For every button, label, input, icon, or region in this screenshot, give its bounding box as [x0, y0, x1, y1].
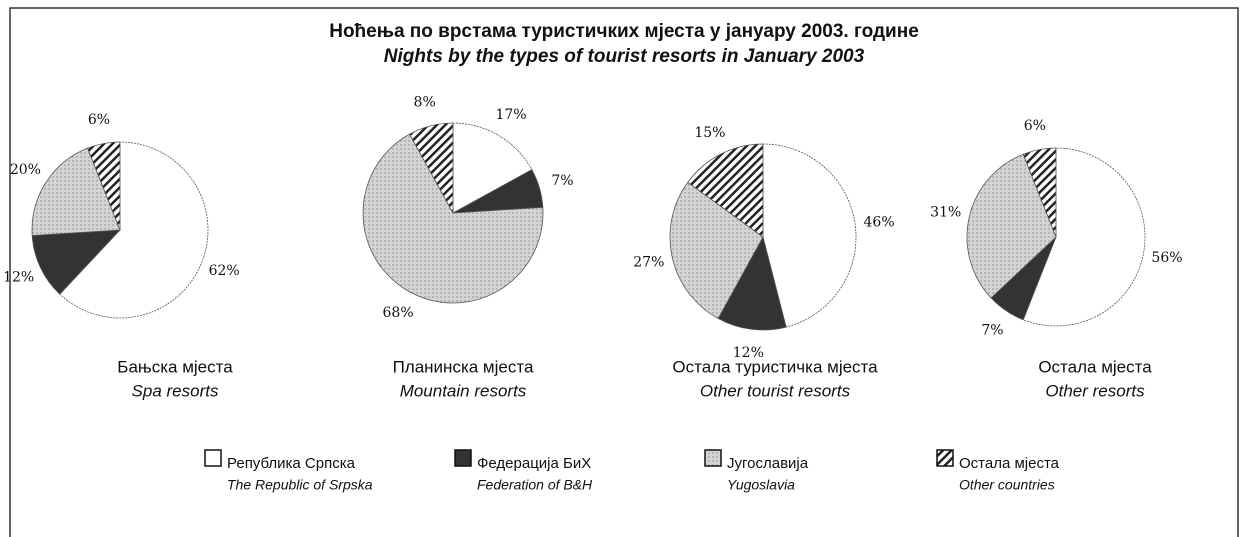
legend-label-en: Yugoslavia: [727, 477, 795, 493]
pie-subtitle: Mountain resorts: [400, 381, 527, 400]
data-label: 62%: [209, 263, 240, 279]
pie-slice: [966, 153, 1057, 299]
legend-label-en: Other countries: [959, 477, 1055, 493]
pie-slice: [1022, 147, 1057, 238]
legend-swatch: [704, 449, 722, 467]
pie-subtitle: Other resorts: [1045, 381, 1145, 400]
data-label: 7%: [981, 322, 1003, 338]
pie-slice: [669, 181, 764, 320]
legend-label: Република Српска: [227, 455, 356, 472]
pie-title: Планинска мјеста: [393, 357, 534, 376]
data-label: 17%: [495, 107, 526, 123]
pie-slice: [762, 143, 857, 328]
chart-title: Ноћења по врстама туристичких мјеста у ј…: [329, 21, 919, 42]
data-label: 56%: [1151, 250, 1182, 266]
pie-title: Остала мјеста: [1038, 357, 1152, 376]
legend-swatch: [454, 449, 472, 467]
pie-slice: [362, 133, 544, 304]
pie-slice: [687, 143, 764, 238]
pie-subtitle: Spa resorts: [132, 381, 219, 400]
data-label: 27%: [633, 255, 664, 271]
data-label: 68%: [383, 305, 414, 321]
frame: [9, 7, 1239, 537]
pie-slice: [1022, 147, 1146, 327]
pie-slice: [452, 122, 533, 214]
data-label: 6%: [88, 112, 110, 128]
pie-slice: [59, 141, 209, 319]
chart-subtitle: Nights by the types of tourist resorts i…: [384, 46, 865, 67]
legend-label: Југославија: [727, 455, 809, 472]
data-label: 46%: [864, 214, 895, 230]
data-label: 7%: [551, 173, 573, 189]
legend-swatch: [204, 449, 222, 467]
data-label: 12%: [733, 345, 764, 361]
pie-subtitle: Other tourist resorts: [700, 381, 851, 400]
pie-title: Остала туристичка мјеста: [672, 357, 878, 376]
data-label: 8%: [414, 95, 436, 111]
pie-slice: [717, 235, 787, 331]
legend-swatch: [936, 449, 954, 467]
legend-label-en: Federation of B&H: [477, 477, 593, 493]
legend-label: Федерација БиХ: [477, 455, 591, 472]
data-label: 12%: [3, 270, 34, 286]
legend-label-en: The Republic of Srpska: [227, 477, 373, 493]
data-label: 6%: [1024, 118, 1046, 134]
pie-slice: [31, 147, 121, 236]
data-label: 31%: [930, 204, 961, 220]
pie-slice: [87, 141, 121, 231]
data-label: 20%: [10, 162, 41, 178]
pie-slice: [409, 122, 454, 214]
data-label: 15%: [694, 125, 725, 141]
pie-slice: [31, 229, 121, 295]
pie-title: Бањска мјеста: [117, 357, 233, 376]
legend-label: Остала мјеста: [959, 455, 1060, 472]
